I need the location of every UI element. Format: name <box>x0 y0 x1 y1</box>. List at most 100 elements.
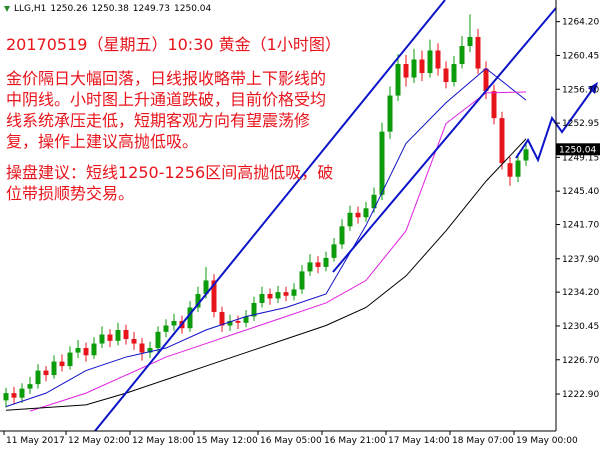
forecast-arrow <box>515 89 593 163</box>
candle-body <box>331 244 337 258</box>
x-tick-label: 15 May 12:00 <box>196 436 258 446</box>
candle-body <box>419 59 425 74</box>
trend-line <box>94 0 446 431</box>
candle-body <box>155 331 161 349</box>
candle-body <box>107 334 113 341</box>
candle-body <box>235 320 241 323</box>
x-tick-label: 12 May 18:00 <box>132 436 194 446</box>
candle-body <box>171 320 177 326</box>
candle-body <box>491 91 497 119</box>
candle-body <box>51 361 57 376</box>
arrow-head <box>588 82 598 94</box>
trend-lines <box>94 0 556 431</box>
candle-body <box>515 160 521 177</box>
x-tick-label: 16 May 21:00 <box>324 436 386 446</box>
candle-body <box>99 334 105 344</box>
candle-body <box>163 325 169 332</box>
candle-body <box>19 388 25 398</box>
candle-body <box>411 59 417 78</box>
x-tick-label: 19 May 00:00 <box>516 436 578 446</box>
price-box <box>556 143 600 156</box>
candle-body <box>443 68 449 83</box>
price-label: 1250.04 <box>559 145 596 155</box>
x-tick-label: 18 May 07:00 <box>452 436 514 446</box>
note-title: 20170519（星期五）10:30 黄金（1小时图） <box>6 35 341 54</box>
candle-body <box>379 131 385 195</box>
candle-body <box>499 118 505 164</box>
candle-body <box>251 302 257 317</box>
moving-average <box>29 91 527 412</box>
quote-value: 1249.73 <box>133 4 170 14</box>
candle-body <box>507 163 513 177</box>
note-line: 位带损顺势交易。 <box>6 184 134 203</box>
x-tick-label: 16 May 05:00 <box>260 436 322 446</box>
candle-body <box>403 64 409 78</box>
note-line: 复，操作上建议高抛低吸。 <box>6 132 198 151</box>
candle-body <box>435 50 441 69</box>
candle-body <box>75 348 81 353</box>
candle-body <box>59 361 65 367</box>
candle-body <box>355 212 361 218</box>
x-tick-label: 12 May 02:00 <box>68 436 130 446</box>
plot-area <box>3 14 529 412</box>
note-line: 操盘建议：短线1250-1256区间高抛低吸，破 <box>6 163 333 182</box>
candle-body <box>483 68 489 92</box>
y-tick-label: 1230.45 <box>562 322 599 332</box>
y-tick-label: 1241.70 <box>562 221 599 231</box>
y-tick-label: 1226.70 <box>562 356 599 366</box>
candle-body <box>147 348 153 353</box>
candle-body <box>475 36 481 69</box>
candle-body <box>219 311 225 326</box>
y-tick-label: 1249.15 <box>562 153 599 163</box>
candle-body <box>27 384 33 389</box>
candle-body <box>451 64 457 83</box>
candle-body <box>83 348 89 356</box>
candle-body <box>387 95 393 132</box>
note-line: 金价隔日大幅回落，日线报收略带上下影线的 <box>6 69 326 88</box>
y-tick-label: 1260.45 <box>562 51 599 61</box>
candle-body <box>131 339 137 344</box>
candle-body <box>347 212 353 227</box>
candle-body <box>123 330 129 340</box>
y-tick-label: 1222.90 <box>562 390 599 400</box>
candle-body <box>299 271 305 290</box>
candle-body <box>67 352 73 367</box>
candle-body <box>363 208 369 218</box>
x-tick-label: 11 May 2017 <box>6 436 65 446</box>
candle-body <box>195 293 201 308</box>
y-tick-label: 1245.40 <box>562 187 599 197</box>
y-tick-label: 1252.95 <box>562 119 599 129</box>
candle-body <box>427 50 433 74</box>
trend-line <box>332 7 556 273</box>
candle-body <box>203 280 209 294</box>
candle-body <box>259 293 265 303</box>
moving-average <box>5 67 527 408</box>
symbol-header: LLG,H1 1250.26 1250.38 1249.73 1250.04 <box>14 4 212 14</box>
candle-body <box>291 289 297 296</box>
candle-body <box>459 45 465 65</box>
candle-body <box>523 149 529 161</box>
candle-body <box>243 316 249 323</box>
y-tick-label: 1234.20 <box>562 288 599 298</box>
candle-body <box>307 262 313 272</box>
symbol: LLG,H1 <box>14 4 46 14</box>
candle-body <box>467 36 473 46</box>
candle-body <box>315 262 321 267</box>
quote-value: 1250.04 <box>174 4 211 14</box>
annotation: 20170519（星期五）10:30 黄金（1小时图） 金价隔日大幅回落，日线报收… <box>6 35 341 203</box>
candle-body <box>371 194 377 209</box>
candle-body <box>339 226 345 245</box>
candle-body <box>115 330 121 341</box>
note-line: 线系统承压走低，短期客观方向有望震荡修 <box>6 111 310 130</box>
candle-body <box>3 393 9 401</box>
x-tick-label: 17 May 14:00 <box>388 436 450 446</box>
candle-body <box>35 370 41 385</box>
quote-value: 1250.38 <box>92 4 129 14</box>
candle-body <box>283 292 289 296</box>
y-tick-label: 1256.70 <box>562 85 599 95</box>
candle-body <box>43 370 49 376</box>
candle-body <box>275 292 281 299</box>
candle-body <box>211 280 217 312</box>
